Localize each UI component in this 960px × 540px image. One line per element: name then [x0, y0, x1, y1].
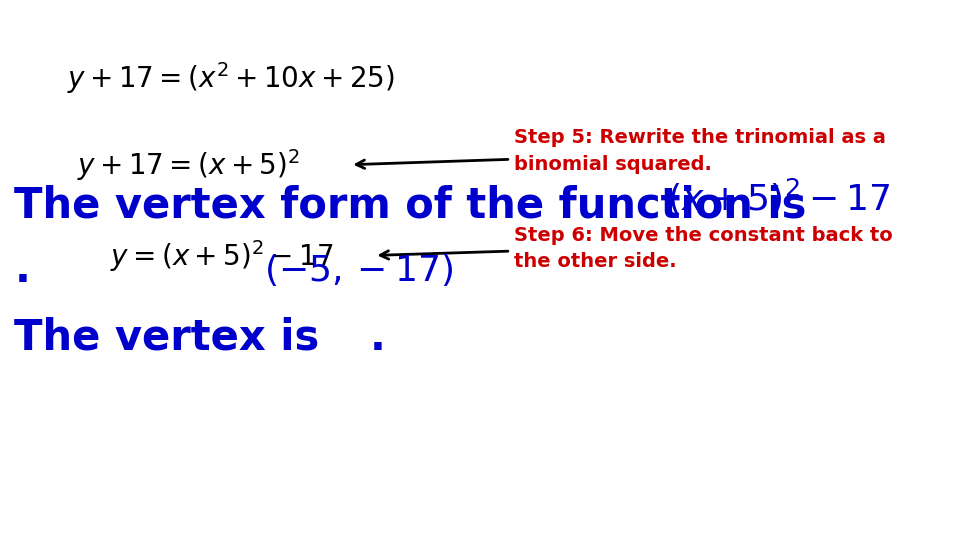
Text: $y+17=\left(x^2+10x+25\right)$: $y+17=\left(x^2+10x+25\right)$ [67, 60, 395, 96]
Text: Step 6: Move the constant back to
the other side.: Step 6: Move the constant back to the ot… [514, 226, 893, 271]
Text: Step 5: Rewrite the trinomial as a
binomial squared.: Step 5: Rewrite the trinomial as a binom… [514, 129, 885, 174]
Text: $\left(x+5\right)^2-17$: $\left(x+5\right)^2-17$ [667, 177, 891, 218]
Text: $\left(-5,-17\right)$: $\left(-5,-17\right)$ [264, 252, 453, 288]
Text: $y+17=\left(x+5\right)^2$: $y+17=\left(x+5\right)^2$ [77, 147, 300, 183]
Text: .: . [370, 316, 386, 359]
Text: .: . [14, 249, 31, 291]
Text: The vertex form of the function is: The vertex form of the function is [14, 184, 806, 226]
Text: $y=\left(x+5\right)^2-17$: $y=\left(x+5\right)^2-17$ [110, 239, 334, 274]
Text: The vertex is: The vertex is [14, 316, 320, 359]
